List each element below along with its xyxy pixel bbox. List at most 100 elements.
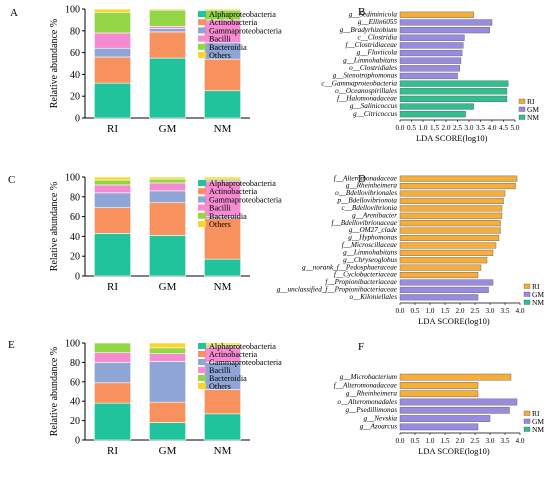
panel-b-lda-bar xyxy=(399,72,458,80)
panel-e-legend-label: Actinobacteria xyxy=(209,350,258,359)
panel-c-bar-segment xyxy=(149,235,186,277)
panel-e-x-tick-label: GM xyxy=(159,445,177,457)
panel-d-x-tick-label: 2.5 xyxy=(471,307,480,315)
panel-f-x-tick-label: 0.5 xyxy=(411,437,420,445)
panel-d-legend-label: NM xyxy=(532,298,544,307)
panel-a-letter: A xyxy=(10,7,18,19)
panel-e-bar-segment xyxy=(149,342,186,349)
panel-a-bar-segment xyxy=(94,82,131,119)
panel-d-taxon-label: f__Microscillaceae xyxy=(342,241,398,249)
panel-c-legend-swatch xyxy=(198,212,206,219)
panel-a-bar-segment xyxy=(204,58,241,92)
panel-a-bar-segment xyxy=(204,90,241,119)
panel-a-x-tick-label: RI xyxy=(107,123,118,135)
panel-f-x-tick-label: 1.5 xyxy=(441,437,450,445)
panel-c-y-tick-label: 40 xyxy=(70,232,80,243)
panel-a-legend-swatch xyxy=(198,11,206,17)
panel-d-lda-bar xyxy=(399,249,494,256)
panel-b-x-tick-label: 0.0 xyxy=(396,124,405,132)
panel-d-taxon-label: o__Bdellovibrionales xyxy=(335,189,397,197)
panel-e-y-tick-label: 0 xyxy=(75,436,80,447)
panel-f-x-tick-label: 0.0 xyxy=(396,437,405,445)
panel-b-x-tick-label: 1.5 xyxy=(430,124,439,132)
panel-d-taxon-label: o__Kiloniellales xyxy=(349,293,397,301)
panel-d-lda-bar xyxy=(399,242,497,249)
panel-e-legend-swatch xyxy=(198,359,206,365)
panel-a-bar-segment xyxy=(149,26,186,29)
panel-b-lda-bar xyxy=(399,103,474,110)
panel-c-legend-label: Bacilli xyxy=(209,204,232,213)
panel-d-lda-bar xyxy=(399,212,503,219)
panel-c-bar-segment xyxy=(94,233,131,277)
panel-c-bar-segment xyxy=(149,190,186,204)
panel-c-legend-label: Bacteroidia xyxy=(209,212,247,221)
panel-a-y-tick-label: 40 xyxy=(70,70,80,81)
panel-b-lda-bar xyxy=(399,65,460,72)
panel-b-lda-bar xyxy=(399,42,464,49)
panel-f-legend-label: NM xyxy=(532,425,544,434)
panel-e-y-tick-label: 60 xyxy=(70,377,80,388)
panel-e-letter: E xyxy=(8,339,15,351)
panel-a-bar-segment xyxy=(94,56,131,84)
panel-d-x-axis-label: LDA SCORE(log10) xyxy=(418,316,490,326)
panel-f-taxon-label: g__Psedillimonas xyxy=(345,406,397,414)
panel-c-y-tick-label: 20 xyxy=(70,252,80,263)
panel-b-taxon-label: c__Gammaproteobacteria xyxy=(321,79,397,87)
panel-b-lda-bar xyxy=(399,88,508,95)
panel-e-bar-segment xyxy=(94,342,131,353)
panel-c-legend-label: Gammaproteobacteria xyxy=(209,195,282,204)
panel-b-taxon-label: g__Limnohabitans xyxy=(343,56,397,64)
panel-a-legend-label: Bacilli xyxy=(209,35,232,44)
panel-f-taxon-label: g__Nevskia xyxy=(363,414,397,422)
panel-d-x-tick-label: 1.5 xyxy=(441,307,450,315)
panel-d-lda-bar xyxy=(399,286,489,293)
panel-b-lda-bar xyxy=(399,95,508,102)
panel-d-taxon-label: c__Bdellovibrionia xyxy=(342,204,398,212)
panel-a-y-tick-label: 0 xyxy=(75,114,80,125)
panel-e-y-tick-label: 80 xyxy=(70,358,80,369)
panel-c-bar-segment xyxy=(94,184,131,194)
panel-d-lda-bar xyxy=(399,227,501,234)
panel-e-bar-segment xyxy=(94,362,131,384)
panel-e-bar-segment xyxy=(94,382,131,404)
panel-d-legend-swatch xyxy=(523,291,531,297)
panel-c-bar-segment xyxy=(149,176,186,180)
panel-a-bar-segment xyxy=(94,47,131,58)
panel-a-legend-swatch xyxy=(198,43,206,50)
panel-e-bar-segment xyxy=(149,422,186,441)
panel-d-taxon-label: g__norank_f__Pedosphaeraceae xyxy=(302,263,398,271)
panel-b-legend-label: RI xyxy=(527,97,535,106)
panel-b-x-tick-label: 4.5 xyxy=(499,124,508,132)
panel-d-letter: D xyxy=(358,173,366,185)
panel-e-legend-swatch xyxy=(198,367,206,373)
panel-a-y-axis-label: Relative abundance % xyxy=(49,19,60,108)
panel-d-lda-bar xyxy=(399,279,494,286)
panel-d-lda-bar xyxy=(399,294,479,301)
panel-f-legend-label: GM xyxy=(532,417,544,426)
panel-c-legend-swatch xyxy=(198,221,206,227)
panel-a-y-tick-label: 80 xyxy=(70,26,80,37)
panel-a-legend-swatch xyxy=(198,52,206,58)
panel-b-x-axis-label: LDA SCORE(log10) xyxy=(416,133,488,143)
panel-e-legend-label: Bacteroidia xyxy=(209,374,247,383)
panel-e-y-tick-label: 20 xyxy=(70,416,80,427)
panel-c-y-axis-label: Relative abundance % xyxy=(49,182,60,271)
panel-d-x-tick-label: 1.0 xyxy=(426,307,435,315)
panel-a-bar-segment xyxy=(149,31,186,59)
panel-c-bar-segment xyxy=(94,192,131,208)
panel-d-lda-bar xyxy=(399,183,516,190)
panel-a-bar-segment xyxy=(94,8,131,13)
panel-c-x-tick-label: GM xyxy=(159,281,177,293)
panel-f-lda-bar xyxy=(399,373,512,381)
panel-d-lda-bar xyxy=(399,272,479,279)
panel-e-legend-label: Bacilli xyxy=(209,366,232,375)
panel-e-bar-segment xyxy=(149,401,186,423)
panel-f-legend-swatch xyxy=(523,410,531,416)
panel-f-x-tick-label: 2.5 xyxy=(471,437,480,445)
panel-a-bar-segment xyxy=(149,8,186,11)
panel-e-x-tick-label: NM xyxy=(214,445,232,457)
panel-b-taxon-label: g__Ellin6055 xyxy=(358,18,398,26)
panel-b-taxon-label: f__Halomonadaceae xyxy=(337,95,398,103)
panel-d-x-tick-label: 3.0 xyxy=(486,307,495,315)
panel-b-taxon-label: o__Clostridiales xyxy=(349,64,397,72)
